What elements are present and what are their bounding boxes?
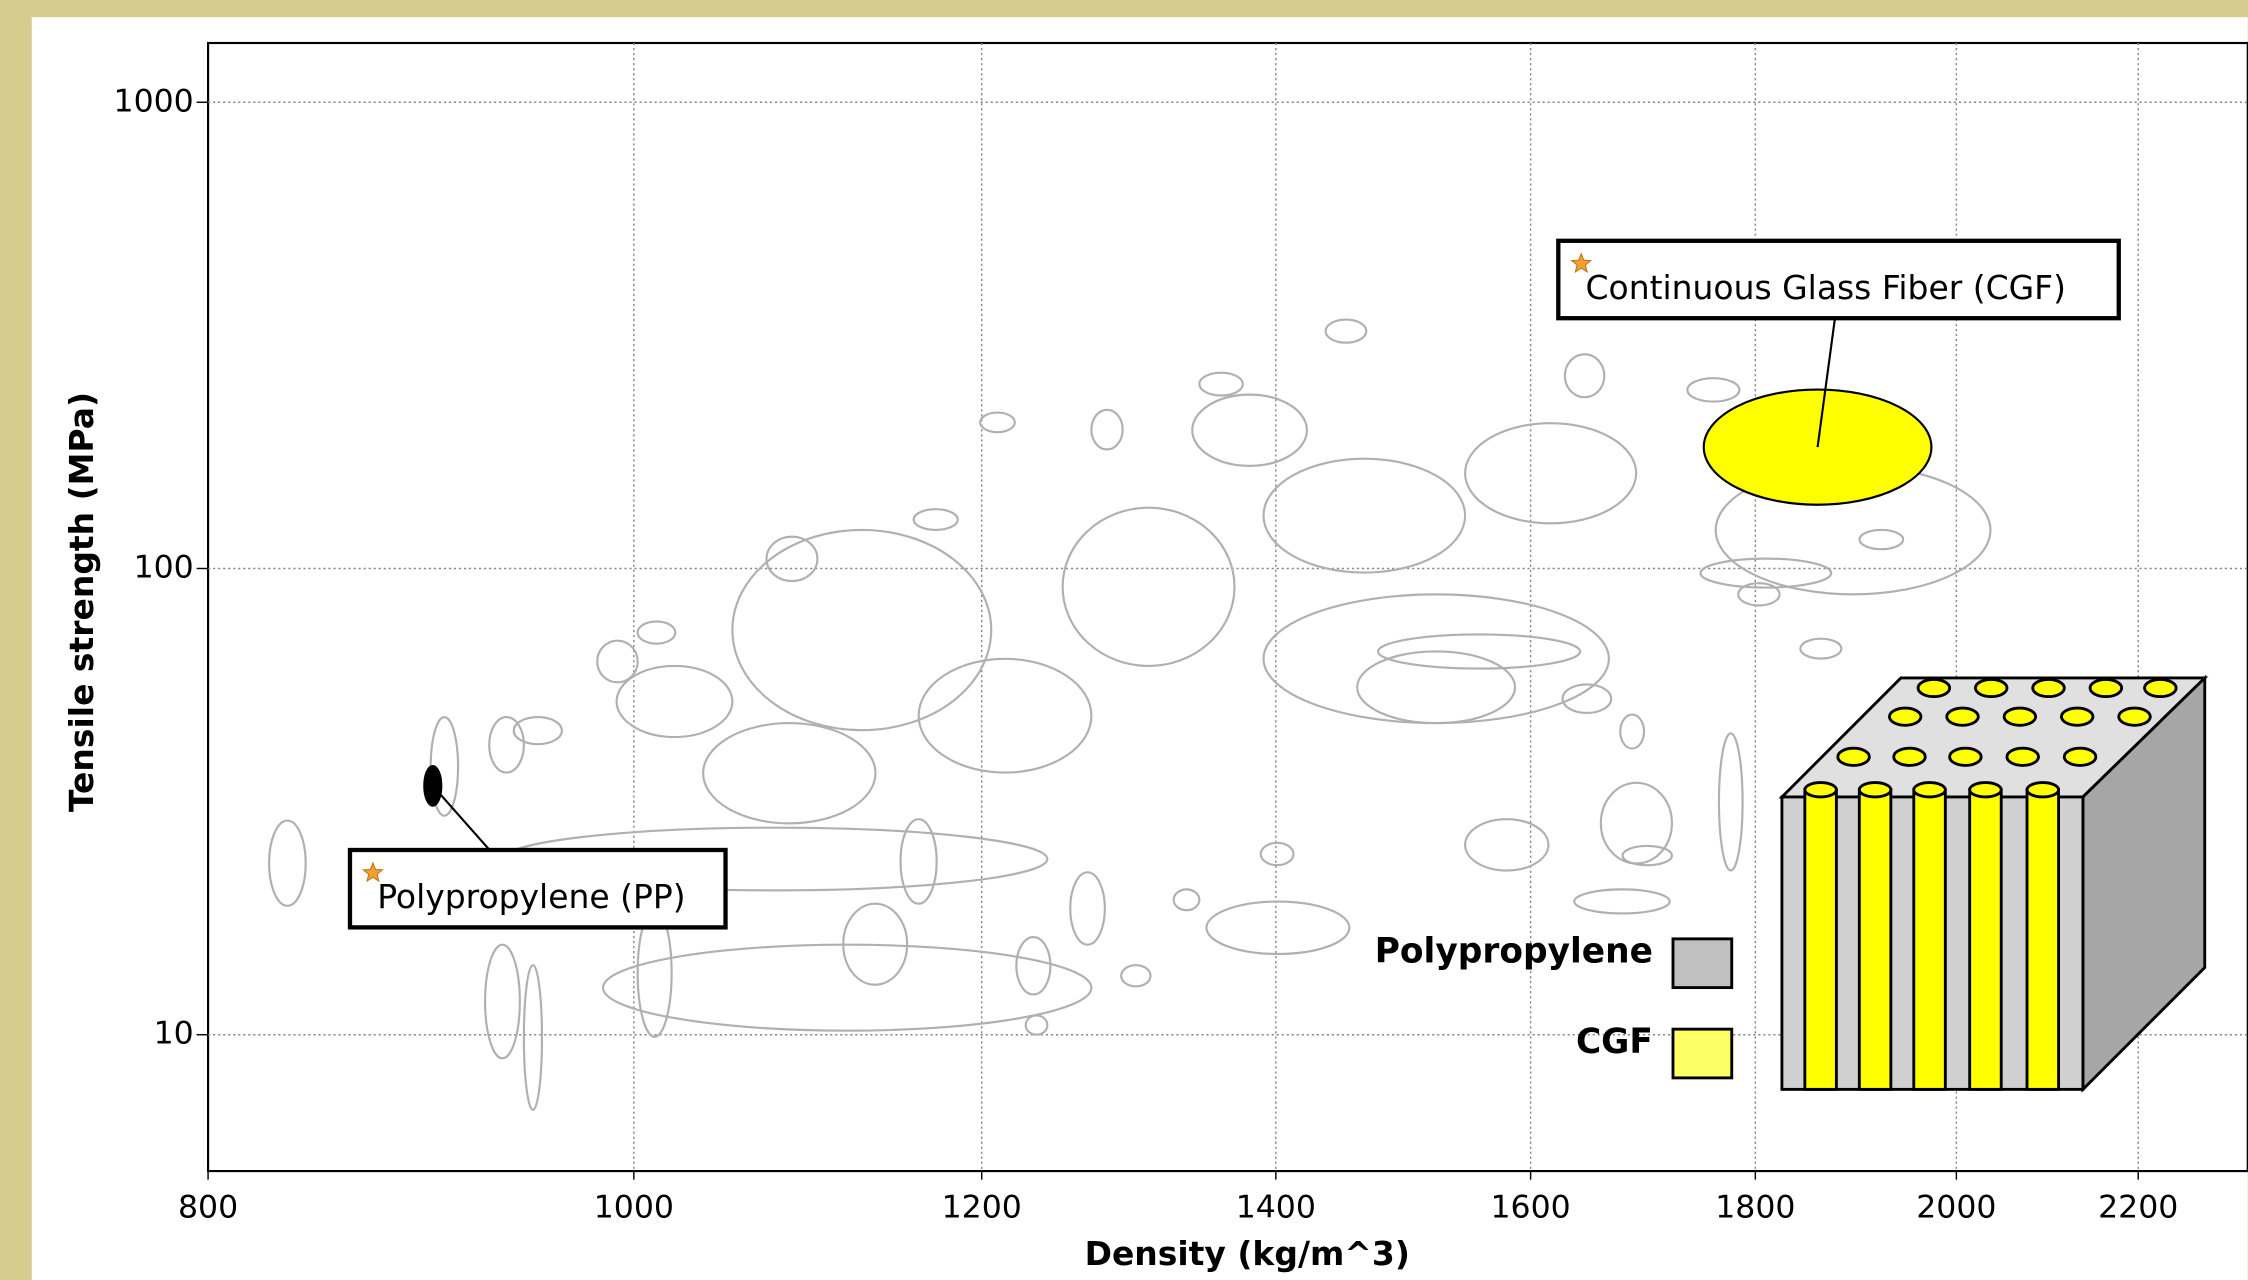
material-bubble	[1376, 633, 1582, 670]
x-tick-label: 1200	[942, 1189, 1022, 1225]
material-bubble	[1356, 650, 1517, 725]
material-bubble	[1464, 422, 1638, 525]
material-bubble	[615, 664, 734, 739]
label-box	[347, 847, 728, 930]
material-bubble	[731, 528, 993, 732]
material-bubble	[601, 943, 1093, 1032]
material-bubble	[522, 964, 544, 1111]
x-tick-label: 2200	[2098, 1189, 2178, 1225]
material-bubble	[1563, 353, 1606, 399]
material-bubble	[1619, 713, 1646, 750]
material-bubble	[1198, 371, 1244, 397]
material-bubble	[1024, 1014, 1049, 1036]
x-tick-label: 800	[178, 1189, 238, 1225]
material-bubble	[1061, 506, 1236, 668]
material-bubble	[1324, 318, 1368, 344]
material-bubble	[1120, 964, 1152, 988]
material-bubble	[1573, 888, 1671, 915]
legend-label: CGF	[1576, 1022, 1653, 1062]
x-axis-title: Density (kg/m^3)	[1085, 1234, 1410, 1273]
x-tick-label: 1800	[1715, 1189, 1795, 1225]
material-bubble	[899, 818, 938, 905]
material-bubble	[1090, 408, 1124, 451]
material-bubble	[1717, 732, 1744, 872]
y-tick-label: 1000	[114, 83, 194, 119]
material-bubble	[484, 943, 521, 1060]
material-bubble	[1205, 900, 1351, 956]
leader-line	[1816, 318, 1837, 448]
x-tick-label: 1600	[1490, 1189, 1570, 1225]
legend-swatch	[1671, 1027, 1734, 1080]
label-star	[361, 861, 384, 883]
material-bubble	[636, 620, 677, 645]
material-bubble	[1799, 637, 1843, 660]
material-bubble	[1069, 871, 1106, 946]
material-bubble	[1686, 377, 1741, 403]
x-tick-label: 1400	[1236, 1189, 1316, 1225]
legend: Polypropylene CGF	[1375, 932, 1734, 1080]
material-bubble	[1621, 844, 1673, 867]
legend-label: Polypropylene	[1375, 932, 1653, 972]
material-bubble	[1259, 841, 1295, 867]
material-bubble	[917, 657, 1093, 774]
x-tick-label: 2000	[1916, 1189, 1996, 1225]
materials	[268, 318, 1992, 1111]
y-axis-title: Tensile strength (MPa)	[62, 392, 101, 812]
material-bubble	[488, 716, 525, 774]
material-bubble	[1699, 557, 1833, 589]
material-bubble	[1172, 888, 1201, 912]
material-bubble	[1561, 683, 1613, 715]
material-bubble	[512, 716, 563, 746]
highlight-label: Polypropylene (PP)	[377, 877, 685, 916]
material-bubble	[1262, 457, 1467, 574]
material-bubble	[979, 411, 1016, 434]
y-tick-label: 10	[154, 1016, 194, 1052]
material-bubble	[596, 639, 639, 684]
label-box	[1556, 238, 2121, 321]
material-bubble	[765, 535, 819, 583]
highlights: Polypropylene (PP) Continuous Glass Fiber…	[347, 238, 2121, 930]
highlight-label: Continuous Glass Fiber (CGF)	[1586, 268, 2066, 307]
material-bubble	[1015, 935, 1052, 996]
legend-swatch	[1671, 937, 1734, 990]
material-bubble	[912, 508, 959, 531]
material-bubble	[1191, 393, 1308, 467]
material-bubble	[268, 819, 307, 907]
material-bubble	[1737, 582, 1781, 607]
material-bubble	[702, 722, 877, 825]
material-bubble	[1858, 528, 1905, 551]
x-tick-label: 1000	[594, 1189, 674, 1225]
label-star	[1570, 252, 1593, 274]
material-bubble	[842, 902, 909, 986]
composite-illustration	[1778, 674, 2209, 1093]
y-tick-label: 100	[134, 549, 194, 585]
material-bubble	[1464, 818, 1550, 872]
